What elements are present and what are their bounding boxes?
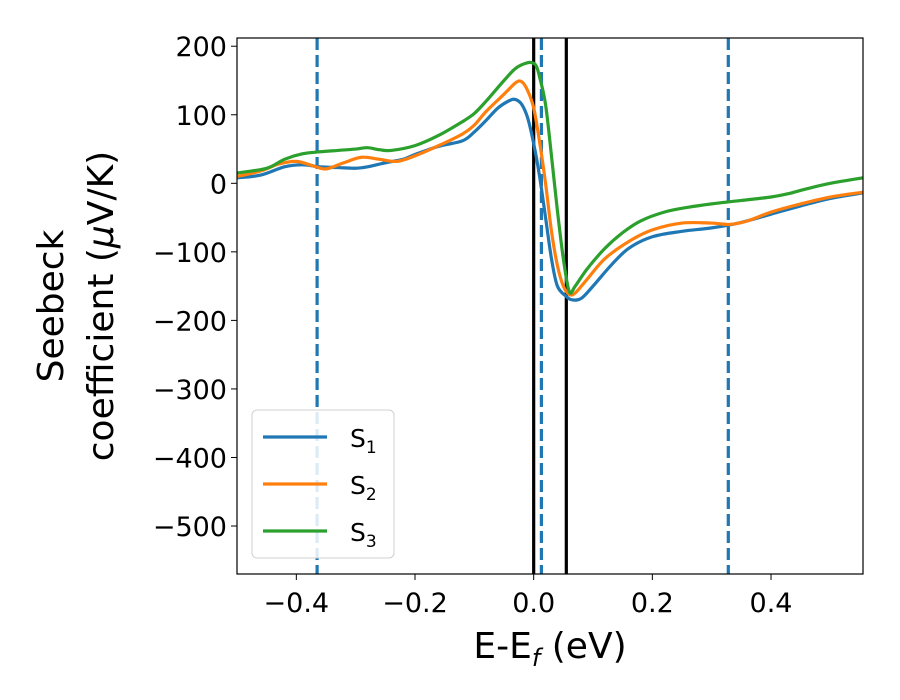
- y-tick-label: −300: [153, 375, 227, 406]
- legend-label-s3: S3: [350, 518, 377, 552]
- y-axis-title-line1: Seebeck: [31, 229, 72, 382]
- series-line-s2: [237, 79, 863, 297]
- y-tick-label: −500: [153, 512, 227, 543]
- legend-label-subscript: 3: [366, 532, 377, 552]
- x-axis-title-unit: (eV): [540, 626, 626, 667]
- x-axis-ticks: −0.4 −0.2 0.0 0.2 0.4: [264, 574, 793, 619]
- y-axis-title-post: V/K): [81, 151, 122, 225]
- x-tick-label: −0.4: [264, 588, 330, 619]
- x-axis-title: E-Ef (eV): [473, 626, 626, 672]
- y-tick-label: 100: [175, 101, 227, 132]
- y-tick-label: −200: [153, 306, 227, 337]
- legend-label-name: S: [350, 471, 366, 500]
- y-tick-label: −100: [153, 238, 227, 269]
- x-tick-label: 0.2: [631, 588, 674, 619]
- legend-label-name: S: [350, 518, 366, 547]
- y-axis-title-mu: μ: [81, 225, 122, 249]
- y-tick-label: 0: [210, 169, 227, 200]
- y-tick-label: −400: [153, 443, 227, 474]
- legend-label-subscript: 1: [366, 438, 377, 458]
- y-axis-title: Seebeck coefficient (μV/K): [31, 151, 122, 461]
- y-axis-title-pre: coefficient (: [81, 248, 122, 461]
- x-tick-label: 0.4: [750, 588, 793, 619]
- y-axis-title-line2: coefficient (μV/K): [81, 151, 122, 461]
- series-line-s1: [237, 97, 863, 302]
- series-line-s3: [237, 60, 863, 295]
- legend-label-s2: S2: [350, 471, 377, 505]
- x-tick-label: −0.2: [382, 588, 448, 619]
- legend-label-s1: S1: [350, 424, 377, 458]
- y-axis-ticks: 200 100 0 −100 −200 −300 −400 −500: [153, 32, 237, 543]
- x-axis-title-main: E-E: [473, 626, 531, 667]
- y-tick-label: 200: [175, 32, 227, 63]
- x-tick-label: 0.0: [512, 588, 555, 619]
- legend-label-subscript: 2: [366, 485, 377, 505]
- series-lines: [237, 60, 863, 302]
- plot-frame: [236, 37, 864, 575]
- legend-label-name: S: [350, 424, 366, 453]
